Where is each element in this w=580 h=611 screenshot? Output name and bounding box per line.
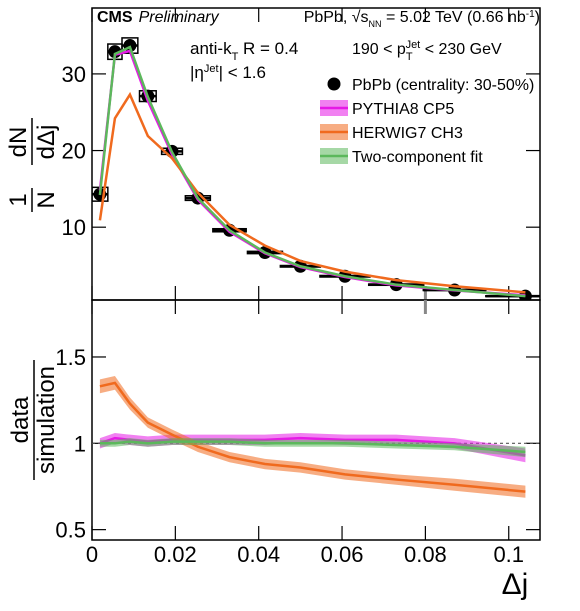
y-label-part: dN — [5, 127, 32, 158]
x-axis-label: Δj — [502, 568, 529, 601]
annotation-part: | < 1.6 — [219, 63, 266, 82]
y-tick-label: 30 — [62, 62, 86, 87]
y-label-part: dΔj — [33, 125, 60, 160]
annotation-part: PbPb, — [304, 9, 352, 26]
y-tick-label: 10 — [62, 215, 86, 240]
plot-area — [92, 375, 540, 498]
annotation-part: = 5.02 TeV (0.66 nb — [382, 9, 526, 26]
series-line — [98, 91, 526, 294]
y-label-part: data — [7, 396, 34, 443]
annotation: CMS Preliminary — [97, 9, 220, 26]
annotation: |ηJet| < 1.6 — [190, 63, 266, 82]
annotation: anti-kT R = 0.4 — [190, 39, 298, 63]
x-tick-label: 0.06 — [321, 542, 364, 567]
y-tick-label: 20 — [62, 139, 86, 164]
plot-area — [92, 37, 540, 300]
error-band — [99, 438, 526, 458]
x-tick-label: 0 — [86, 542, 98, 567]
x-tick-label: 0.08 — [404, 542, 447, 567]
series-line — [99, 381, 526, 493]
annotation-part: T — [406, 51, 413, 63]
y-axis-label: data simulation — [7, 360, 60, 480]
annotation-part: anti-k — [190, 39, 232, 58]
x-tick-label: 0.02 — [154, 542, 197, 567]
plot-frame — [91, 299, 541, 541]
y-axis-label: 1 NdN dΔj — [5, 118, 60, 212]
annotation-part: -1 — [526, 9, 535, 20]
annotation-part: 190 < p — [352, 41, 406, 58]
annotation-part: < 230 GeV — [420, 41, 502, 58]
legend-label: Two-component fit — [352, 149, 483, 166]
annotation-part: T — [232, 51, 239, 63]
y-label-part: N — [33, 191, 60, 208]
annotation-part: |η — [190, 63, 204, 82]
annotation-part: R = 0.4 — [238, 39, 298, 58]
y-tick-label: 1 — [74, 431, 86, 456]
y-tick-label: 0.5 — [55, 518, 86, 543]
series-line — [98, 45, 526, 298]
y-label-part: 1 — [5, 193, 32, 206]
annotation-part: Jet — [406, 39, 421, 51]
legend-label: PbPb (centrality: 30-50%) — [352, 77, 534, 94]
annotation-part: √s — [352, 9, 369, 26]
error-band — [99, 375, 526, 498]
annotation-part: Jet — [204, 63, 219, 75]
y-tick-label: 1.5 — [55, 345, 86, 370]
annotation: 190 < pTJet < 230 GeV — [352, 39, 502, 63]
annotation-part: Preliminary — [139, 9, 220, 26]
series-line — [99, 440, 526, 454]
annotation-part: ) — [535, 9, 540, 26]
annotation-part: NN — [369, 19, 382, 29]
legend-label: PYTHIA8 CP5 — [352, 101, 454, 118]
x-tick-label: 0.1 — [493, 542, 524, 567]
annotation: PbPb, √sNN = 5.02 TeV (0.66 nb-1) — [304, 9, 540, 30]
legend-marker — [327, 77, 341, 91]
annotation-part: CMS — [97, 9, 133, 26]
legend-label: HERWIG7 CH3 — [352, 125, 463, 142]
x-tick-label: 0.04 — [237, 542, 280, 567]
y-label-part: simulation — [33, 366, 60, 474]
